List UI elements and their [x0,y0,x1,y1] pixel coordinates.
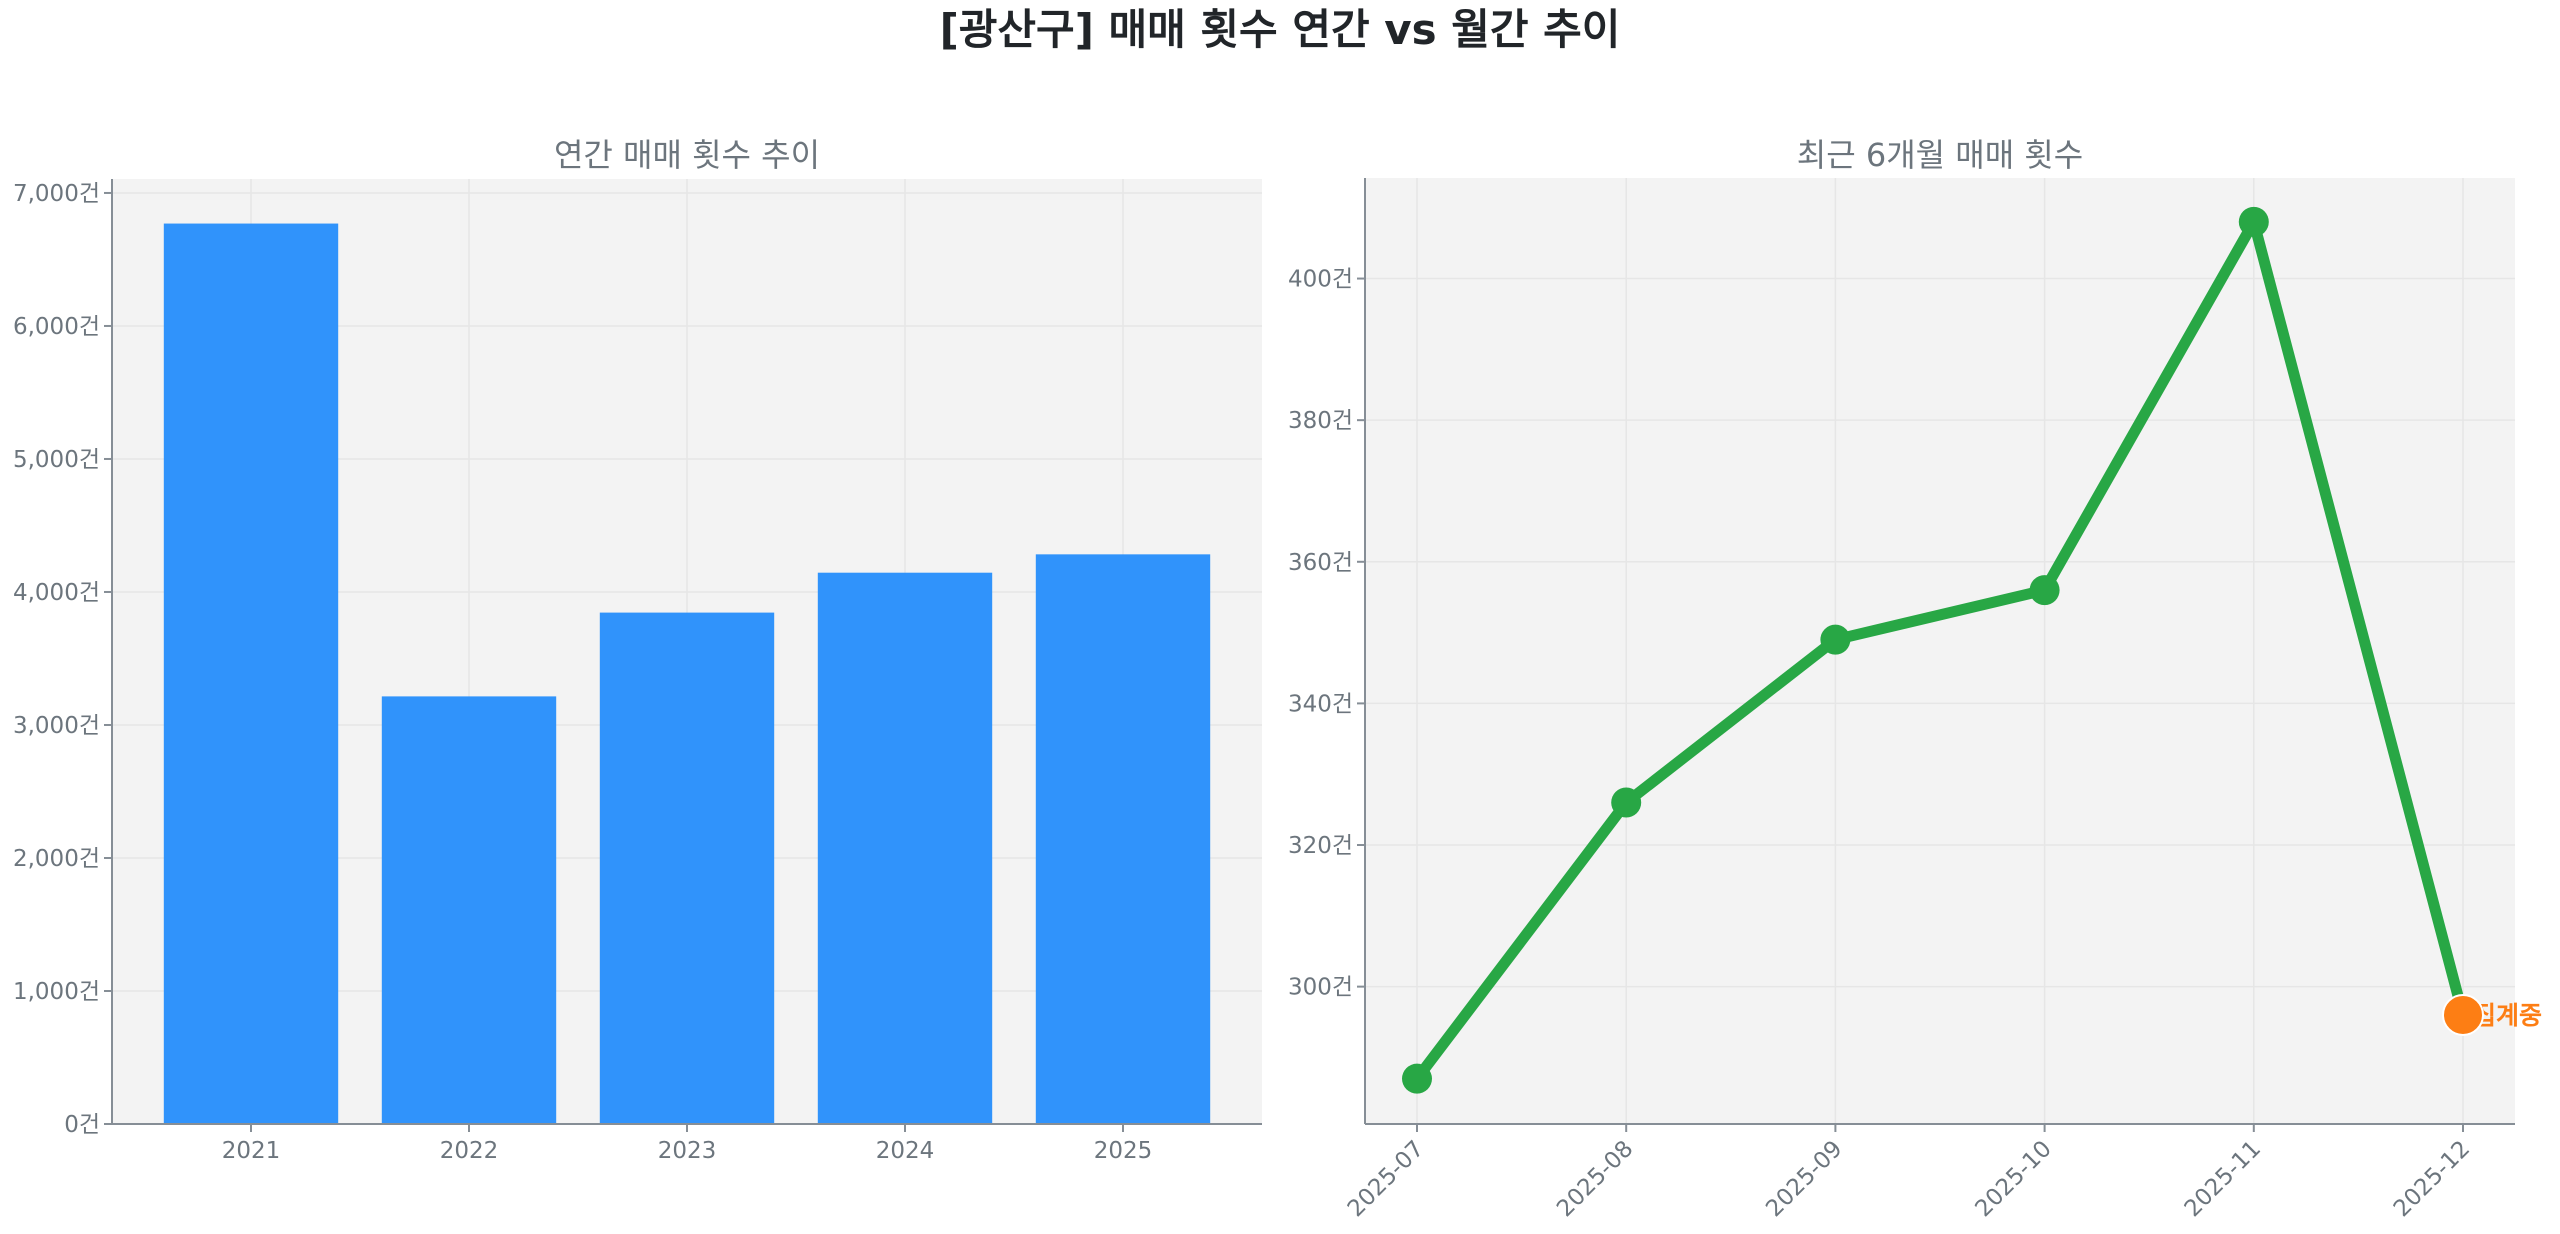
gridlines [1365,178,2515,1124]
data-point-2025-07 [1402,1063,1432,1094]
monthly-line-chart: 최근 6개월 매매 횟수 집계중 300건 320건 340건 360건 380건 400… [1288,136,2542,1222]
annual-chart-title: 연간 매매 횟수 추이 [554,136,820,174]
bar-2023 [599,612,775,1124]
y-tick-label: 360건 [1288,550,1353,576]
x-tick-label: 2025-10 [1970,1136,2056,1222]
x-tick-label: 2025-12 [2389,1136,2475,1222]
y-axis-ticks: 0건 1,000건 2,000건 3,000건 4,000건 5,000건 6,000건 7,… [13,181,112,1138]
y-tick-label: 3,000건 [13,713,100,739]
x-tick-label: 2024 [876,1138,935,1164]
data-point-2025-11 [2238,206,2269,237]
x-tick-label: 2023 [658,1138,717,1164]
y-tick-label: 0건 [64,1112,100,1138]
data-point-2025-10 [2029,575,2060,606]
x-tick-label: 2021 [222,1138,281,1164]
figure-title: [광산구] 매매 횟수 연간 vs 월간 추이 [940,5,1621,54]
annual-bar-chart: 연간 매매 횟수 추이 0건 1,000건 2,000건 3,000건 4,000건 5,… [13,136,1262,1164]
trend-line [1411,216,2469,1085]
x-tick-label: 2025-08 [1552,1136,1638,1222]
y-axis-ticks: 300건 320건 340건 360건 380건 400건 [1288,267,1365,1001]
y-tick-label: 2,000건 [13,846,100,872]
line-series: 집계중 [1402,206,2542,1094]
y-tick-label: 5,000건 [13,447,100,473]
bar-2022 [381,696,557,1124]
y-tick-label: 380건 [1288,408,1353,434]
bar-2021 [163,223,339,1125]
bars [163,223,1211,1125]
axes [1364,178,2515,1125]
y-tick-label: 7,000건 [13,181,100,207]
x-tick-label: 2025-09 [1761,1136,1847,1222]
data-point-2025-08 [1611,787,1642,818]
bar-2025 [1035,554,1211,1124]
y-tick-label: 1,000건 [13,979,100,1005]
y-tick-label: 340건 [1288,691,1353,717]
x-tick-label: 2025 [1094,1138,1153,1164]
y-tick-label: 6,000건 [13,314,100,340]
x-axis-ticks: 2025-07 2025-08 2025-09 2025-10 2025-11 2025-… [1343,1124,2475,1222]
x-axis-ticks: 2021 2022 2023 2024 2025 [222,1124,1153,1164]
x-tick-label: 2022 [440,1138,499,1164]
monthly-chart-title: 최근 6개월 매매 횟수 [1797,136,2083,174]
plot-area [1365,178,2515,1124]
y-tick-label: 400건 [1288,267,1353,293]
y-tick-label: 320건 [1288,833,1353,859]
y-tick-label: 4,000건 [13,580,100,606]
in-progress-marker [2442,993,2484,1036]
bar-2024 [817,572,993,1124]
x-tick-label: 2025-07 [1343,1136,1429,1222]
data-point-2025-09 [1820,624,1851,655]
x-tick-label: 2025-11 [2180,1136,2266,1222]
in-progress-label: 집계중 [2473,1001,2542,1030]
y-tick-label: 300건 [1288,975,1353,1001]
